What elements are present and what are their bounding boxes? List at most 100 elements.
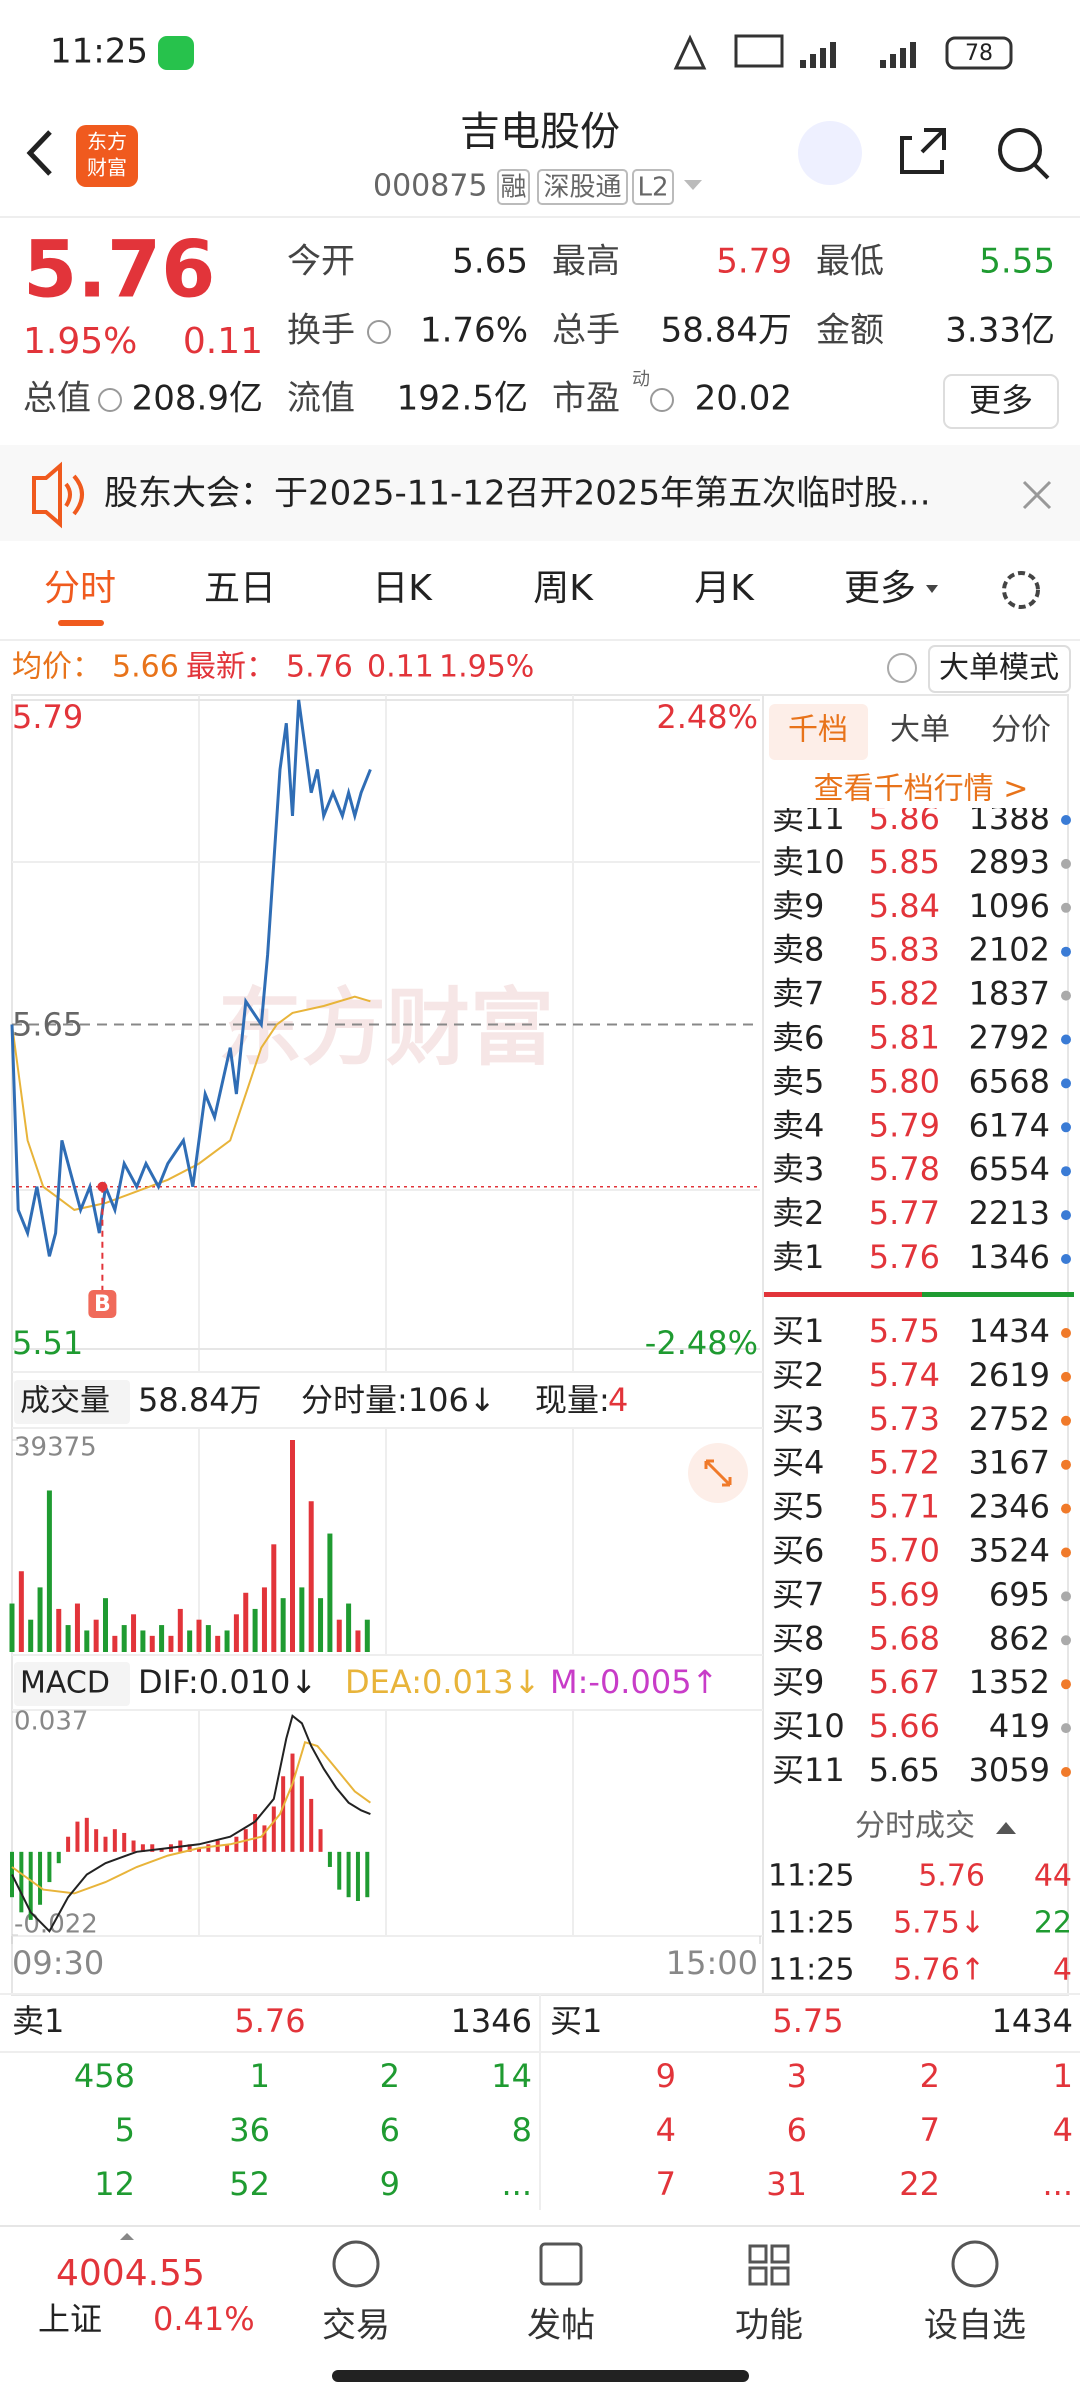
macd-bar (84, 1817, 89, 1852)
info-icon[interactable] (367, 320, 391, 344)
macd-bar (122, 1832, 127, 1852)
stock-code: 000875 (373, 169, 488, 204)
level-price: 5.77 (869, 1194, 940, 1232)
table-label: 卖1 (12, 2002, 64, 2040)
volume-bar (364, 1619, 370, 1652)
stat-label: 总手 (552, 311, 620, 351)
macd-bar (206, 1844, 211, 1852)
order-size: ... (1042, 2165, 1073, 2203)
macd-bar (337, 1851, 342, 1890)
level-dot (1061, 815, 1071, 825)
orderbook-tab[interactable]: 千档 (788, 713, 848, 748)
level-dot (1061, 946, 1071, 957)
order-size: 22 (899, 2165, 940, 2203)
share-button[interactable] (900, 128, 946, 174)
nav-item[interactable]: 功能 (735, 2306, 803, 2346)
marker-badge (88, 1290, 117, 1318)
nav-item[interactable]: 设自选 (924, 2306, 1026, 2346)
stat-value: 3.33亿 (945, 311, 1055, 351)
level-qty: 6554 (969, 1150, 1050, 1188)
avatar[interactable] (798, 121, 862, 185)
order-size: 8 (512, 2111, 532, 2149)
trade-volume: 22 (1034, 1906, 1072, 1941)
level-dot (1061, 1635, 1071, 1646)
orderbook-tab[interactable]: 分价 (991, 713, 1051, 748)
volume-bar (65, 1625, 71, 1652)
info-icon[interactable] (650, 388, 674, 412)
info-icon[interactable] (98, 388, 122, 412)
tab[interactable]: 五日 (204, 568, 276, 609)
volume-bar (112, 1635, 118, 1652)
level-dot (1061, 1371, 1071, 1382)
order-size: 14 (491, 2057, 532, 2095)
volume-bar (327, 1533, 333, 1652)
order-size: 458 (74, 2057, 135, 2095)
tag: 融 (500, 173, 526, 203)
tab-active[interactable] (769, 704, 868, 760)
level-qty: 862 (989, 1619, 1050, 1657)
help-icon[interactable] (887, 653, 917, 683)
stock-name: 吉电股份 (460, 109, 620, 155)
stat-value: 5.79 (716, 242, 792, 282)
volume-bar (93, 1619, 99, 1652)
orderbook-tab[interactable]: 大单 (890, 713, 950, 748)
table-qty: 1346 (451, 2002, 532, 2040)
avg-label: 均价： (12, 650, 102, 685)
settings-button[interactable] (1002, 571, 1040, 609)
avg-line (11, 995, 371, 1211)
notice-bar[interactable] (0, 445, 1080, 541)
macd-bar (318, 1829, 323, 1852)
volume-bar (308, 1501, 314, 1652)
tab[interactable]: 周K (533, 568, 594, 609)
nav-item[interactable]: 交易 (322, 2306, 390, 2346)
level-price: 5.82 (869, 975, 940, 1013)
macd-bar (112, 1829, 117, 1852)
stat-label: 最高 (552, 242, 620, 282)
more-button[interactable] (943, 374, 1059, 429)
orderbook-link[interactable]: 查看千档行情 > (814, 772, 1029, 807)
dif-value: DIF:0.010↓ (138, 1663, 317, 1701)
volume-bar (205, 1625, 211, 1652)
level-label: 卖5 (772, 1062, 824, 1100)
sell-bar (764, 1292, 922, 1297)
trades-toggle (996, 1822, 1016, 1834)
level-label: 卖2 (772, 1194, 824, 1232)
trade-price: 5.76↑ (893, 1953, 985, 1988)
tab[interactable]: 月K (694, 568, 755, 609)
nav-item[interactable]: 发帖 (527, 2306, 595, 2346)
level-label: 买5 (772, 1488, 824, 1526)
battery (945, 36, 1013, 70)
tab[interactable]: 分时 (44, 568, 116, 609)
macd-bar (56, 1851, 61, 1864)
search-button[interactable] (998, 128, 1042, 172)
order-size: 4 (1053, 2111, 1073, 2149)
trades-title[interactable]: 分时成交 (855, 1809, 975, 1844)
table-price: 5.76 (234, 2002, 305, 2040)
level-qty: 3167 (969, 1444, 1050, 1482)
last-value: 5.76 (286, 650, 353, 685)
last-price: 5.76 (23, 225, 215, 315)
stat-value: 5.55 (979, 242, 1055, 282)
order-size: 1 (250, 2057, 270, 2095)
level-qty: 1096 (969, 887, 1050, 925)
tab[interactable]: 更多 (844, 568, 916, 609)
tab[interactable]: 日K (372, 568, 433, 609)
indicator-select[interactable] (14, 1380, 130, 1424)
macd-bar (47, 1851, 52, 1883)
y-tick-label: 39375 (14, 1433, 97, 1463)
index-value[interactable]: 4004.55 (56, 2253, 205, 2294)
back-button[interactable] (26, 130, 52, 176)
level-qty: 695 (989, 1575, 1050, 1613)
volume-bar (177, 1608, 183, 1652)
macd-bar (75, 1821, 80, 1852)
tag: 深股通 (543, 173, 621, 203)
level-qty: 1837 (969, 975, 1050, 1013)
index-caret (120, 2233, 134, 2240)
mode-button[interactable] (928, 645, 1071, 693)
volume-bar (261, 1587, 267, 1652)
y-tick-label: -0.022 (14, 1910, 98, 1940)
macd-bar (262, 1825, 267, 1852)
close-button[interactable] (1022, 480, 1052, 510)
macd-bar (309, 1798, 314, 1852)
indicator-select[interactable] (14, 1662, 130, 1706)
